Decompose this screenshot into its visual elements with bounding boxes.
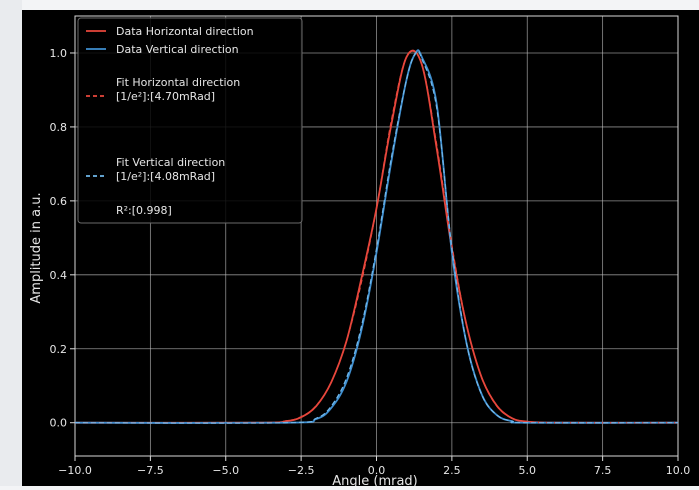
plot-frame — [74, 15, 679, 457]
x-tick-label: 7.5 — [594, 464, 612, 477]
series-line-3 — [74, 50, 679, 424]
series-lines — [74, 49, 679, 424]
y-tick-label: 1.0 — [50, 47, 68, 60]
x-tick-label: 10.0 — [666, 464, 691, 477]
legend-label-2: Data Vertical direction — [116, 43, 239, 56]
x-tick-label: −10.0 — [58, 464, 92, 477]
figure-border-left — [0, 0, 22, 486]
y-tick-label: 0.2 — [50, 343, 68, 356]
y-tick-label: 0.8 — [50, 121, 68, 134]
series-line-4 — [74, 50, 679, 424]
legend-r-squared: R²:[0.998] — [116, 204, 172, 217]
x-tick-label: 5.0 — [519, 464, 537, 477]
x-tick-label: 2.5 — [443, 464, 461, 477]
legend: Data Horizontal direction Data Vertical d… — [77, 17, 303, 224]
x-tick-label: −5.0 — [212, 464, 239, 477]
legend-label-4: Fit Vertical direction — [116, 156, 225, 169]
y-tick-label: 0.6 — [50, 195, 68, 208]
y-axis-label: Amplitude in a.u. — [29, 192, 44, 303]
legend-label-3-line2: [1/e²]:[4.70mRad] — [116, 90, 215, 103]
axes: −10.0 −7.5 −5.0 −2.5 0.0 2.5 5.0 7.5 10.0 0.0 0.2 0… — [50, 15, 691, 477]
legend-label-4-line2: [1/e²]:[4.08mRad] — [116, 170, 215, 183]
x-tick-label: −2.5 — [288, 464, 315, 477]
y-tick-label: 0.4 — [50, 269, 68, 282]
legend-box — [77, 17, 303, 224]
y-tick-label: 0.0 — [50, 417, 68, 430]
legend-label-1: Data Horizontal direction — [116, 25, 254, 38]
legend-label-3: Fit Horizontal direction — [116, 76, 240, 89]
x-axis-label: Angle (mrad) — [332, 474, 418, 486]
x-tick-label: −7.5 — [137, 464, 164, 477]
x-tick-label: 0.0 — [368, 464, 386, 477]
